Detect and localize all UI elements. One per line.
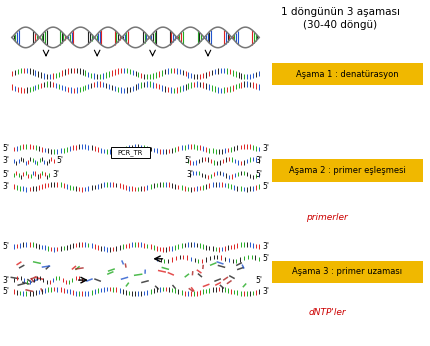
Text: 5': 5': [184, 156, 191, 165]
Text: 3': 3': [3, 275, 10, 285]
Text: Aşama 3 : primer uzaması: Aşama 3 : primer uzaması: [292, 267, 402, 276]
Text: 5': 5': [3, 242, 10, 251]
Text: 3': 3': [186, 170, 193, 179]
Text: 3': 3': [52, 170, 59, 179]
FancyBboxPatch shape: [271, 261, 422, 283]
Text: 3': 3': [262, 287, 269, 296]
Text: 3': 3': [262, 242, 269, 251]
Text: 5': 5': [255, 275, 262, 285]
Text: 5': 5': [262, 254, 269, 263]
Text: dNTP'ler: dNTP'ler: [308, 308, 345, 317]
Text: 5': 5': [3, 145, 10, 154]
FancyBboxPatch shape: [111, 147, 149, 158]
Text: 3': 3': [262, 145, 269, 154]
FancyBboxPatch shape: [271, 63, 422, 85]
Text: 5': 5': [56, 156, 64, 165]
Text: 1 döngünün 3 aşaması
(30-40 döngü): 1 döngünün 3 aşaması (30-40 döngü): [280, 7, 399, 30]
Text: 5': 5': [3, 287, 10, 296]
Text: primerler: primerler: [306, 213, 347, 222]
Text: 5': 5': [255, 170, 262, 179]
Text: 5': 5': [262, 182, 269, 191]
Text: 3': 3': [3, 182, 10, 191]
Text: Aşama 2 : primer eşleşmesi: Aşama 2 : primer eşleşmesi: [289, 166, 405, 175]
Text: Aşama 1 : denatürasyon: Aşama 1 : denatürasyon: [295, 70, 398, 79]
Text: PCR_TR: PCR_TR: [117, 149, 142, 156]
Text: 5': 5': [3, 170, 10, 179]
Text: 3': 3': [3, 156, 10, 165]
Text: 3': 3': [255, 156, 262, 165]
FancyBboxPatch shape: [271, 159, 422, 182]
